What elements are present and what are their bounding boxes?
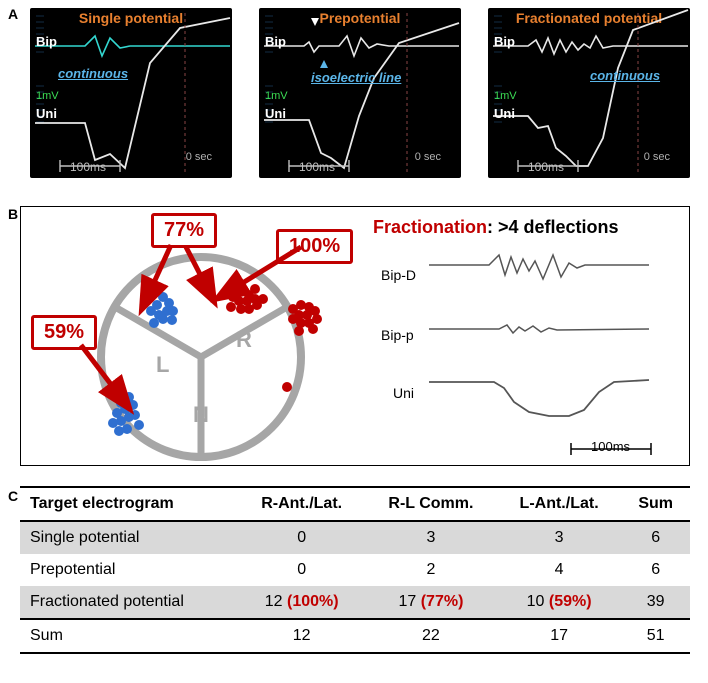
- fractionation-word: Fractionation: [373, 217, 487, 237]
- row-label: Single potential: [20, 521, 238, 554]
- cell: 12 (100%): [238, 586, 365, 619]
- col-header: R-L Comm.: [365, 487, 497, 521]
- cell: 3: [497, 521, 621, 554]
- table-row: Prepotential0246: [20, 554, 690, 586]
- cell: 4: [497, 554, 621, 586]
- bip-label: Bip: [265, 34, 286, 49]
- uni-label: Uni: [494, 106, 515, 121]
- cell: 10 (59%): [497, 586, 621, 619]
- arrows: [21, 207, 381, 467]
- annot: continuous: [58, 66, 128, 81]
- bip-label: Bip: [36, 34, 57, 49]
- uni-label: Uni: [36, 106, 57, 121]
- col-header: Sum: [621, 487, 690, 521]
- row-label: Prepotential: [20, 554, 238, 586]
- panel-a: Single potential Bip continuous 1mV Uni …: [30, 8, 690, 183]
- label-a: A: [8, 6, 18, 22]
- panel-c: Target electrogramR-Ant./Lat.R-L Comm.L-…: [20, 486, 690, 654]
- cell: 2: [365, 554, 497, 586]
- table-row: Fractionated potential12 (100%)17 (77%)1…: [20, 586, 690, 619]
- col-header: Target electrogram: [20, 487, 238, 521]
- cell: 17: [497, 619, 621, 653]
- panelb-time: 100ms: [591, 439, 630, 454]
- scope-1: Prepotential Bip isoelectric line 1mV Un…: [259, 8, 461, 178]
- table-row: Sum12221751: [20, 619, 690, 653]
- cell: 0: [238, 521, 365, 554]
- cell: 6: [621, 554, 690, 586]
- sec: 0 sec: [186, 151, 212, 163]
- sig-bipd-label: Bip-D: [381, 267, 416, 283]
- uni-label: Uni: [265, 106, 286, 121]
- time: 100ms: [70, 160, 106, 174]
- sec: 0 sec: [644, 151, 670, 163]
- cell: 17 (77%): [365, 586, 497, 619]
- scale: 1mV: [265, 90, 288, 102]
- label-b: B: [8, 206, 18, 222]
- row-label: Sum: [20, 619, 238, 653]
- sig-bipd: [429, 253, 659, 287]
- cell: 0: [238, 554, 365, 586]
- fractionation-rest: : >4 deflections: [487, 217, 619, 237]
- bip-label: Bip: [494, 34, 515, 49]
- cell: 51: [621, 619, 690, 653]
- sig-uni-label: Uni: [393, 385, 414, 401]
- data-table: Target electrogramR-Ant./Lat.R-L Comm.L-…: [20, 486, 690, 654]
- time: 100ms: [528, 160, 564, 174]
- annot: isoelectric line: [311, 70, 401, 85]
- annot: continuous: [590, 68, 660, 83]
- time: 100ms: [299, 160, 335, 174]
- table-body: Single potential0336Prepotential0246Frac…: [20, 521, 690, 653]
- scope-0: Single potential Bip continuous 1mV Uni …: [30, 8, 232, 178]
- table-row: Single potential0336: [20, 521, 690, 554]
- cell: 6: [621, 521, 690, 554]
- scope-2: Fractionated potential Bip continuous 1m…: [488, 8, 690, 178]
- sig-bipp: [429, 319, 659, 343]
- fractionation-title: Fractionation: >4 deflections: [373, 217, 619, 238]
- table-header: Target electrogramR-Ant./Lat.R-L Comm.L-…: [20, 487, 690, 521]
- sec: 0 sec: [415, 151, 441, 163]
- sig-uni: [429, 372, 659, 427]
- panel-b: Fractionation: >4 deflections 59%77%100%…: [20, 206, 690, 466]
- col-header: L-Ant./Lat.: [497, 487, 621, 521]
- cell: 12: [238, 619, 365, 653]
- label-c: C: [8, 488, 18, 504]
- cell: 39: [621, 586, 690, 619]
- col-header: R-Ant./Lat.: [238, 487, 365, 521]
- scale: 1mV: [36, 90, 59, 102]
- scale: 1mV: [494, 90, 517, 102]
- sig-bipp-label: Bip-p: [381, 327, 414, 343]
- cell: 3: [365, 521, 497, 554]
- cell: 22: [365, 619, 497, 653]
- row-label: Fractionated potential: [20, 586, 238, 619]
